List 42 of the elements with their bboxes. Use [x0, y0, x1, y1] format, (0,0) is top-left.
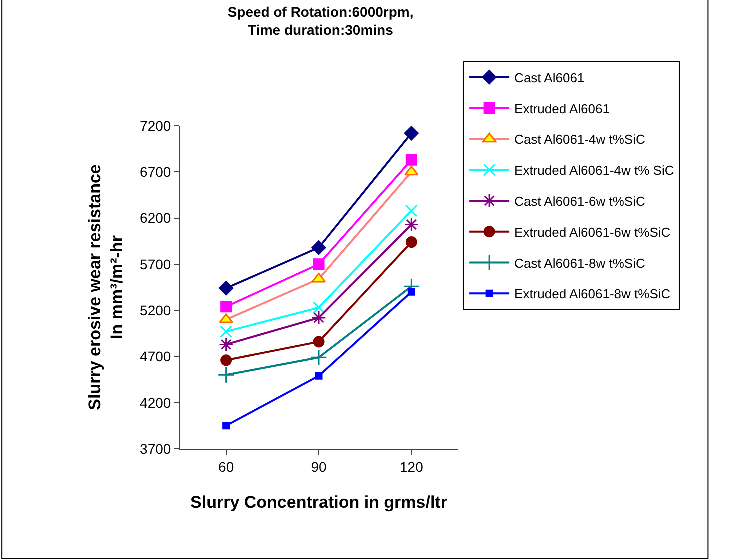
y-tick-label: 6200: [140, 210, 172, 226]
x-tick-label: 60: [218, 458, 234, 475]
x-tick-label: 90: [311, 458, 327, 475]
point: [219, 281, 234, 296]
chart-title: Speed of Rotation:6000rpm, Time duration:30mins: [228, 4, 414, 38]
legend-label: Extruded Al6061-4w t% SiC: [514, 163, 674, 178]
point: [222, 422, 230, 430]
point: [218, 366, 235, 384]
legend-label: Cast Al6061-6w t%SiC: [514, 194, 646, 210]
point: [218, 337, 234, 352]
point: [404, 217, 420, 232]
point: [220, 326, 233, 338]
point: [405, 204, 418, 218]
point: [312, 302, 326, 314]
point: [408, 288, 416, 296]
y-tick-label: 4700: [140, 348, 172, 365]
legend-label: Extruded Al6061-6w t%SiC: [514, 224, 671, 240]
x-tick-label: 120: [400, 458, 424, 475]
point: [312, 240, 326, 256]
point: [312, 310, 326, 326]
y-tick-label: 5200: [140, 302, 172, 318]
y-tick-label: 6700: [140, 164, 172, 180]
y-tick-label: 5700: [140, 256, 172, 272]
y-tick-label: 7200: [140, 118, 172, 134]
point: [406, 236, 418, 248]
point: [313, 258, 325, 270]
legend-label: Cast Al6061: [514, 70, 585, 86]
point: [406, 154, 418, 166]
point: [315, 372, 323, 380]
y-tick-label: 4200: [140, 394, 172, 411]
y-axis-title: Slurry erosive wear resistance In mm³/m²-hr: [85, 164, 127, 410]
point: [220, 354, 232, 366]
legend-label: Cast Al6061-8w t%SiC: [514, 256, 646, 271]
legend-label: Cast Al6061-4w t%SiC: [514, 132, 646, 148]
point: [313, 336, 325, 348]
point: [404, 126, 419, 141]
legend-label: Extruded Al6061-8w t%SiC: [514, 286, 671, 302]
x-axis-title: Slurry Concentration in grms/ltr: [190, 493, 448, 512]
y-tick-label: 3700: [140, 440, 172, 457]
legend-label: Extruded Al6061: [514, 101, 610, 116]
point: [220, 301, 232, 313]
point: [310, 349, 328, 366]
